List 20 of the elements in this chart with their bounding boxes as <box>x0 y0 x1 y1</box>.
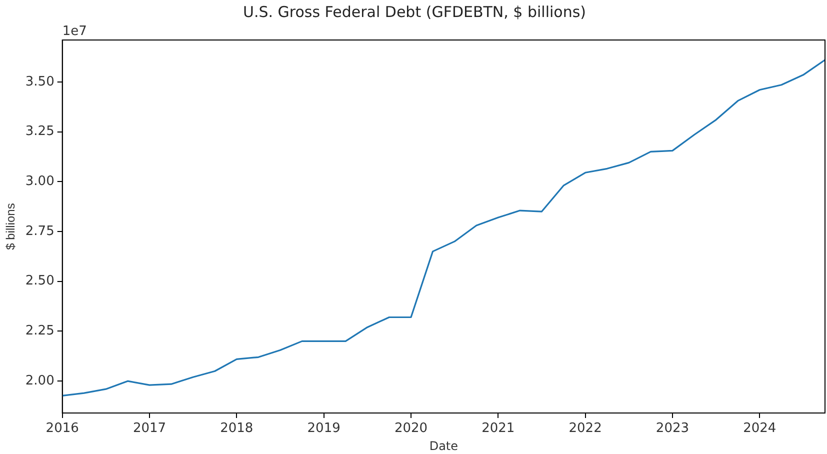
x-tick-label: 2017 <box>132 421 166 436</box>
y-tick-label: 3.25 <box>25 124 54 140</box>
x-axis-title: Date <box>429 438 458 453</box>
x-tick-label: 2020 <box>394 421 428 436</box>
y-tick-label: 2.00 <box>25 373 54 388</box>
x-tick-label: 2022 <box>568 421 602 436</box>
x-tick-label: 2016 <box>46 421 79 436</box>
text: 1e7 <box>62 24 87 39</box>
x-tick-label: 2019 <box>307 421 340 436</box>
y-tick-label: 3.00 <box>25 174 54 189</box>
y-tick-label: 2.75 <box>25 224 54 239</box>
y-axis-title: $ billions <box>4 203 18 250</box>
x-tick-label: 2021 <box>482 421 515 436</box>
x-tick-label: 2023 <box>656 421 690 436</box>
y-tick-label: 3.50 <box>25 74 54 90</box>
y-tick-label: 2.25 <box>25 324 54 339</box>
chart-title: U.S. Gross Federal Debt (GFDEBTN, $ billions) <box>242 2 586 21</box>
y-tick-label: 2.50 <box>25 274 54 289</box>
x-tick-label: 2024 <box>743 421 776 436</box>
x-tick-label: 2018 <box>220 421 254 436</box>
